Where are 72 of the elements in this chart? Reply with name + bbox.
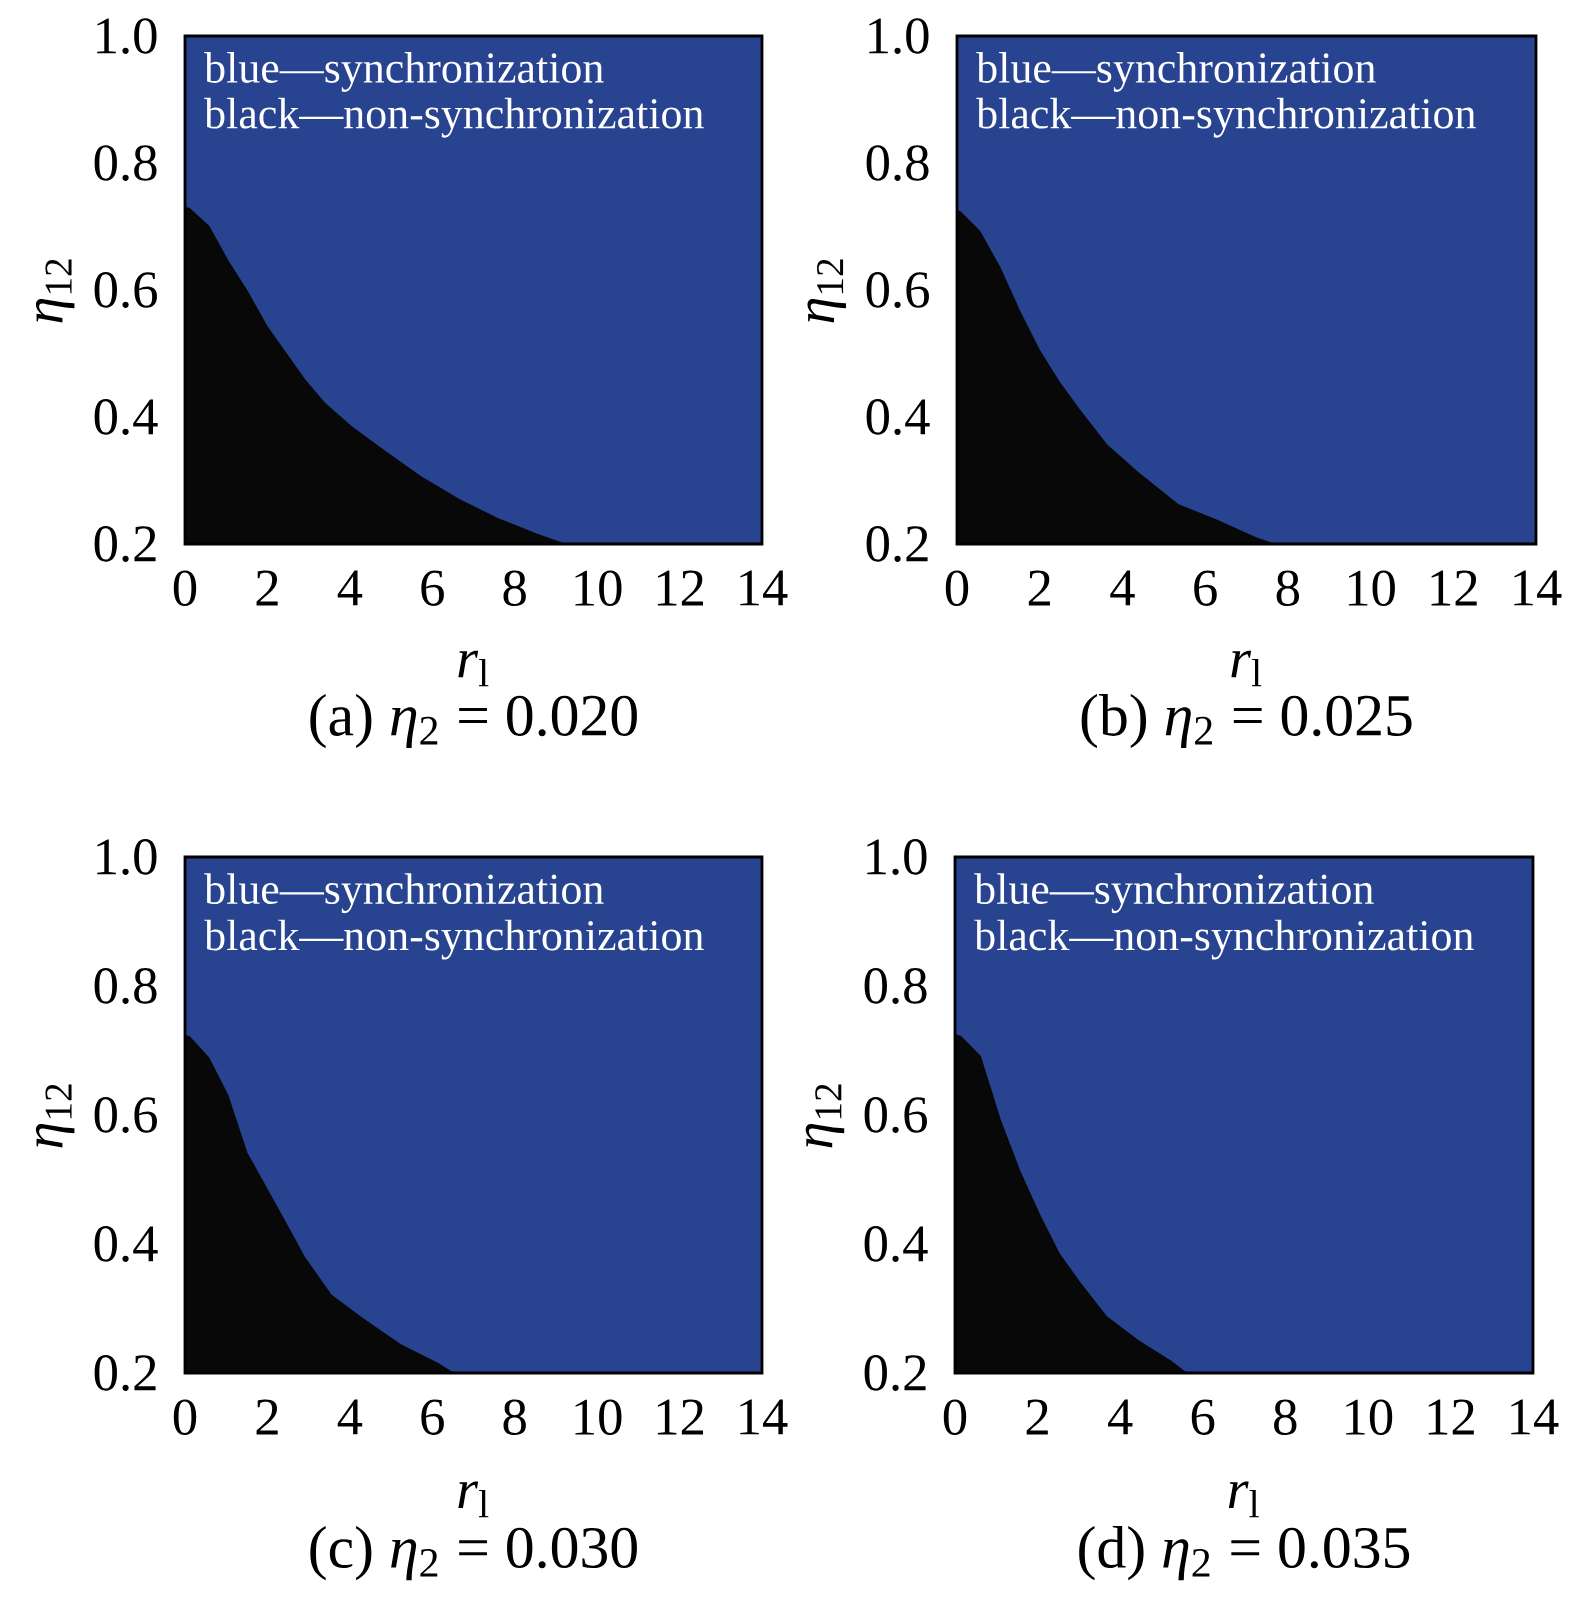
x-tick-label: 4 [337,570,363,606]
y-tick-label: 1.0 [869,18,929,54]
x-axis-title: r$_{l}$ [458,1481,489,1518]
y-tick-label: 0.4 [866,399,930,435]
x-tick-label: 4 [1108,1399,1133,1435]
y-tick-label: 0.2 [94,526,156,562]
x-tick-label: 4 [1110,570,1135,606]
text: (d) η$_{2}$ = 0.035 [1079,1526,1410,1581]
annotation: black—non-synchronization [974,919,1474,960]
y-tick-label: 0.8 [94,145,157,181]
x-tick-label: 8 [503,570,526,607]
x-axis-title: r$_{l}$ [1231,650,1262,687]
text: (b) η$_{2}$ = 0.025 [1081,693,1412,749]
x-tick-label: 12 [1431,570,1477,606]
x-tick-label: 14 [740,1399,788,1435]
x-tick-label: 14 [1511,1399,1559,1435]
y-tick-label: 0.2 [94,1355,156,1391]
x-tick-label: 6 [421,1399,444,1435]
x-tick-label: 0 [173,570,197,607]
annotation: blue—synchronization [204,873,604,914]
annotation: blue—synchronization [204,51,604,92]
y-tick-label: 0.2 [866,526,928,562]
y-tick-label: 0.4 [864,1226,928,1262]
y-tick-label: 0.8 [94,968,157,1004]
annotation: blue—synchronization [976,51,1376,92]
text: (a) η$_{2}$ = 0.020 [310,693,637,749]
x-tick-label: 10 [575,1399,622,1436]
y-tick-label: 0.2 [864,1355,926,1391]
x-tick-label: 10 [1346,1399,1393,1436]
x-tick-label: 8 [1276,570,1300,607]
y-tick-label: 0.8 [866,145,929,181]
x-tick-label: 2 [256,570,278,606]
x-tick-label: 12 [657,570,703,606]
x-tick-label: 8 [503,1399,526,1436]
x-tick-label: 14 [740,570,788,606]
x-axis-title: r$_{l}$ [458,650,489,687]
x-tick-label: 6 [1191,1399,1215,1435]
x-tick-label: 2 [1026,1399,1048,1435]
y-axis-title: η$_{12}$ [35,259,75,323]
y-tick-label: 0.6 [94,1097,157,1133]
x-tick-label: 6 [1194,570,1217,606]
y-tick-label: 0.4 [94,399,158,435]
annotation: blue—synchronization [974,873,1374,914]
x-tick-label: 12 [657,1399,703,1435]
x-tick-label: 10 [575,570,622,607]
y-axis-title: η$_{12}$ [35,1084,75,1148]
text: (c) η$_{2}$ = 0.030 [310,1526,637,1581]
y-tick-label: 1.0 [97,839,157,875]
y-axis-title: η$_{12}$ [805,1084,845,1148]
x-tick-label: 10 [1348,570,1395,607]
annotation: black—non-synchronization [976,97,1476,138]
x-tick-label: 14 [1514,570,1562,606]
x-tick-label: 12 [1428,1399,1474,1435]
x-tick-label: 0 [945,570,969,607]
y-tick-label: 0.6 [94,272,157,308]
x-tick-label: 6 [421,570,444,606]
y-tick-label: 0.6 [864,1097,927,1133]
y-tick-label: 0.4 [94,1226,158,1262]
annotation: black—non-synchronization [204,97,704,138]
y-axis-title: η$_{12}$ [807,259,846,323]
y-tick-label: 0.8 [864,968,927,1004]
x-axis-title: r$_{l}$ [1228,1481,1259,1518]
x-tick-label: 0 [173,1399,197,1436]
x-tick-label: 4 [337,1399,363,1435]
y-tick-label: 0.6 [866,272,929,308]
x-tick-label: 0 [943,1399,967,1436]
y-tick-label: 1.0 [867,839,927,875]
x-tick-label: 8 [1274,1399,1297,1436]
annotation: black—non-synchronization [204,919,704,960]
x-tick-label: 2 [256,1399,278,1435]
y-tick-label: 1.0 [97,18,157,54]
x-tick-label: 2 [1028,570,1050,606]
